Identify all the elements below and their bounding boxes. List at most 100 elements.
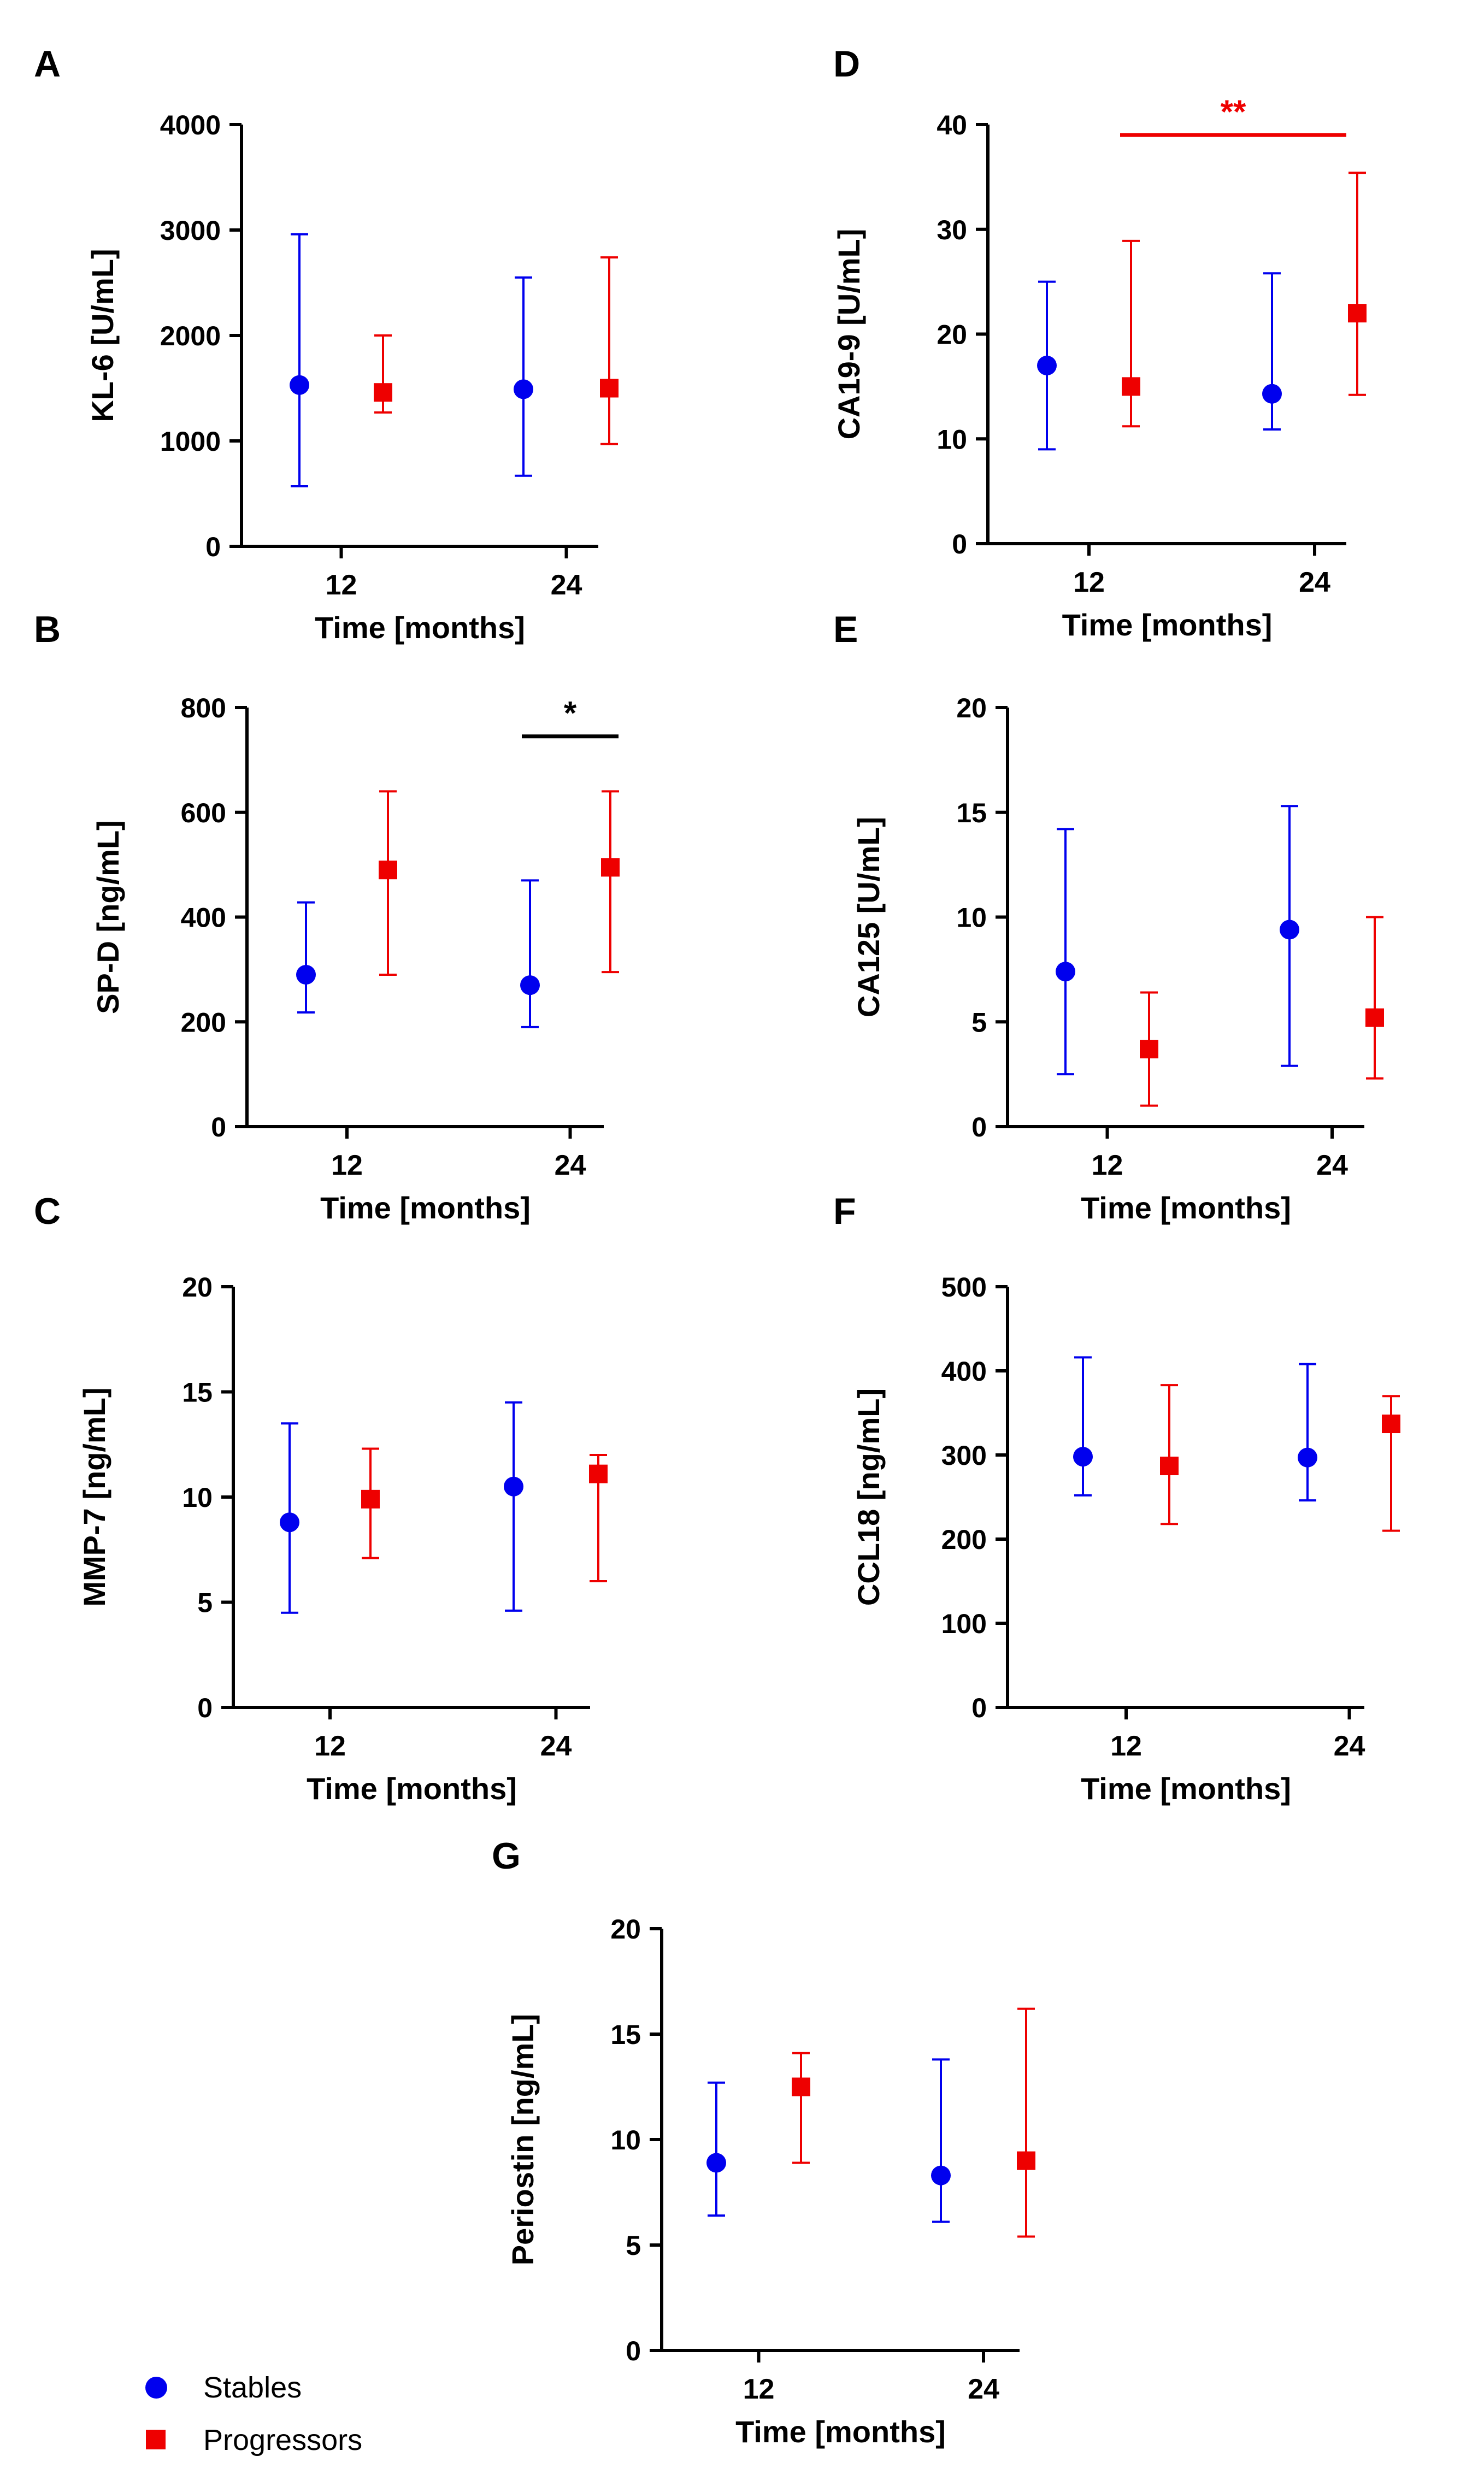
point-stables [514,379,533,399]
point-progressors [374,383,392,402]
y-tick-label: 15 [610,2019,641,2050]
y-tick-label: 3000 [160,215,221,246]
y-axis-title: MMP-7 [ng/mL] [77,1387,111,1606]
y-tick-label: 10 [610,2125,641,2155]
x-tick-label: 12 [1073,567,1105,598]
point-progressors [1140,1040,1158,1059]
y-tick-label: 30 [937,215,967,245]
y-tick-label: 15 [182,1377,213,1408]
point-stables [931,2165,951,2185]
y-tick-label: 10 [956,903,987,933]
y-tick-label: 20 [956,693,987,723]
x-axis-title: Time [months] [1062,608,1273,642]
point-stables [1262,384,1282,404]
y-tick-label: 0 [971,1112,987,1142]
y-axis-title: CCL18 [ng/mL] [851,1388,886,1606]
point-stables [1073,1447,1093,1467]
x-axis-title: Time [months] [735,2414,946,2449]
panel-letter-b: B [34,609,61,650]
panel-letter-f: F [833,1191,856,1232]
point-progressors [1382,1415,1400,1434]
x-tick-label: 12 [314,1730,346,1762]
y-axis-title: KL-6 [U/mL] [85,249,120,422]
y-tick-label: 0 [197,1693,213,1723]
y-tick-label: 400 [941,1356,987,1387]
point-progressors [1160,1457,1179,1476]
panel-b: B 0 200 400 600 800 12 24 Time [months] SP-D [ng/… [34,609,620,1225]
point-progressors [361,1489,380,1509]
point-stables [290,375,309,395]
y-tick-label: 15 [956,798,987,828]
panel-c: C 0 5 10 15 20 12 24 Time [months] MMP-7 [ng/mL] [34,1191,608,1806]
point-stables [296,964,316,985]
x-tick-label: 12 [331,1150,363,1181]
x-tick-label: 12 [1110,1730,1142,1762]
panel-g: G 0 5 10 15 20 12 24 Time [months] Periostin [ng/… [492,1835,1035,2449]
panel-letter-a: A [34,43,61,85]
y-tick-label: 4000 [160,110,221,140]
y-tick-label: 20 [610,1914,641,1945]
significance-label: ** [1221,93,1246,130]
point-progressors [600,379,619,398]
y-axis-title: CA19-9 [U/mL] [832,229,866,440]
point-progressors [379,861,397,880]
x-axis-title: Time [months] [307,1771,517,1806]
y-tick-label: 20 [937,320,967,350]
x-tick-label: 24 [1316,1150,1348,1181]
x-tick-label: 24 [968,2373,999,2405]
y-tick-label: 1000 [160,426,221,457]
panel-letter-d: D [833,43,860,85]
y-tick-label: 0 [952,529,967,559]
point-progressors [601,858,620,877]
legend: Stables Progressors [145,2371,362,2456]
x-axis-title: Time [months] [1081,1771,1291,1806]
y-tick-label: 10 [182,1482,213,1513]
x-tick-label: 12 [1092,1150,1123,1181]
x-tick-label: 24 [1299,567,1330,598]
panel-d: D 0 10 20 30 40 12 24 Time [months] CA19-9 [U/mL]… [832,43,1367,642]
y-tick-label: 20 [182,1272,213,1303]
y-tick-label: 0 [205,532,221,562]
legend-marker-stables [145,2377,167,2399]
point-progressors [792,2077,810,2096]
point-stables [1056,962,1075,982]
y-tick-label: 0 [211,1112,226,1142]
y-tick-label: 400 [181,903,226,933]
point-stables [1298,1447,1317,1468]
legend-marker-progressors [146,2430,166,2449]
point-stables [280,1512,299,1533]
panel-f: F 0 100 200 300 400 500 12 24 Time [months] CCL18 … [833,1191,1400,1806]
point-stables [706,2153,726,2173]
y-tick-label: 10 [937,424,967,455]
x-tick-label: 24 [555,1150,586,1181]
y-tick-label: 5 [971,1007,987,1038]
point-progressors [1122,377,1140,396]
legend-label-stables: Stables [203,2371,302,2404]
panel-letter-e: E [833,609,858,650]
panel-letter-c: C [34,1191,61,1232]
y-axis-title: SP-D [ng/mL] [91,820,125,1014]
y-tick-label: 200 [181,1007,226,1038]
y-axis-title: CA125 [U/mL] [851,817,886,1017]
point-stables [520,975,540,995]
point-progressors [1017,2151,1035,2170]
x-axis-title: Time [months] [315,610,525,645]
panel-letter-g: G [492,1835,521,1877]
x-tick-label: 12 [743,2373,775,2405]
y-tick-label: 0 [971,1693,987,1723]
point-stables [1037,356,1057,376]
y-tick-label: 300 [941,1440,987,1471]
y-tick-label: 40 [937,110,967,140]
point-stables [504,1476,523,1497]
y-tick-label: 600 [181,798,226,828]
x-axis-title: Time [months] [320,1191,531,1225]
point-progressors [1348,304,1367,323]
y-tick-label: 100 [941,1609,987,1639]
significance-label: * [564,695,577,732]
y-tick-label: 2000 [160,321,221,351]
x-tick-label: 24 [1334,1730,1365,1762]
point-stables [1280,920,1299,940]
panel-a: A 0 1000 2000 3000 4000 12 24 Time [months] KL-6 … [34,43,619,645]
